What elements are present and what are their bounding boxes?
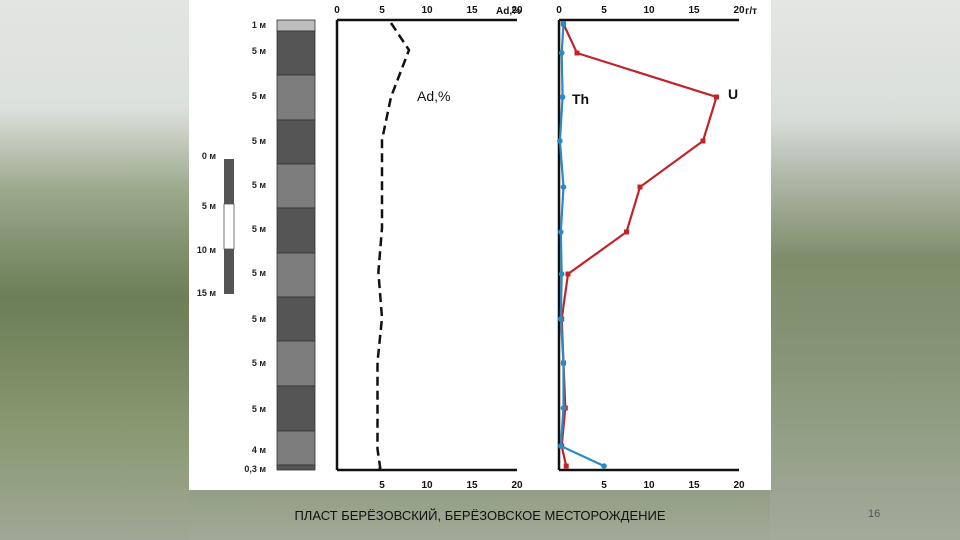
series-u-line (560, 23, 718, 467)
series-th-point (560, 360, 567, 366)
scale-label: 0 м (202, 151, 217, 161)
series-th-point (559, 94, 566, 100)
lithology-column (276, 19, 316, 471)
column-layer (276, 464, 316, 471)
series-th-point (560, 405, 567, 411)
series-u-point (574, 50, 580, 56)
series-th-point (557, 138, 563, 144)
scale-segment (224, 249, 234, 294)
series-u-point (714, 94, 719, 100)
top-tick-label: 5 (601, 5, 607, 16)
series-u-point (637, 184, 643, 190)
series-ash-line (376, 22, 411, 472)
layer-thickness-label: 5 м (252, 180, 267, 190)
series-th-point (601, 463, 607, 469)
series-th-point (558, 229, 564, 235)
column-layer (276, 385, 316, 432)
scale-segment (224, 159, 234, 204)
series-th-point (558, 316, 564, 322)
top-tick-label: 15 (688, 5, 700, 16)
bottom-tick-label: 20 (733, 480, 745, 490)
layer-thickness-label: 5 м (252, 404, 267, 414)
layer-thickness-label: 5 м (252, 91, 267, 101)
scale-label: 15 м (197, 288, 217, 298)
column-layer (276, 163, 316, 209)
layer-thickness-label: 4 м (252, 445, 267, 455)
column-layer (276, 296, 316, 342)
series-th-point (558, 50, 565, 56)
layer-thickness-label: 1 м (252, 20, 267, 30)
layer-thickness-label: 5 м (252, 136, 267, 146)
layer-labels: 1 м 5 м 5 м 5 м 5 м 5 м 5 м 5 м 5 м 5 м 4 м 0,3 м (244, 20, 266, 474)
column-layer (276, 252, 316, 298)
slide-caption: ПЛАСТ БЕРЁЗОВСКИЙ, БЕРЁЗОВСКОЕ МЕСТОРОЖД… (294, 508, 666, 523)
series-u-label: U (728, 86, 738, 102)
series-th-point (560, 21, 567, 27)
series-th-point (558, 443, 564, 449)
background-right (770, 0, 960, 540)
chart-ash-frame (335, 18, 517, 472)
column-layer (276, 119, 316, 165)
layer-thickness-label: 0,3 м (244, 464, 266, 474)
series-th-line (558, 23, 605, 467)
series-th-point (560, 184, 567, 190)
series-th-label: Th (572, 91, 589, 107)
chart-ut-frame (557, 18, 739, 472)
scale-segment (223, 203, 235, 250)
scale-label: 10 м (197, 245, 217, 255)
bottom-tick-label: 15 (688, 480, 700, 490)
chart-ash-series: Ad,% (376, 22, 450, 472)
background-left (0, 0, 190, 540)
column-layer (276, 30, 316, 76)
bottom-tick-label: 5 (601, 480, 607, 490)
bottom-tick-label: 5 (379, 480, 385, 490)
layer-thickness-label: 5 м (252, 46, 267, 56)
chart-ut-series: U Th (557, 21, 738, 469)
top-tick-label: 0 (334, 5, 340, 16)
scale-label: 5 м (202, 201, 217, 211)
top-tick-label: 15 (466, 5, 478, 16)
column-layer (276, 430, 316, 466)
top-tick-label: 10 (421, 5, 433, 16)
page-number: 16 (868, 508, 881, 520)
series-u-point (565, 271, 571, 277)
top-tick-label: 5 (379, 5, 385, 16)
bottom-tick-label: 10 (643, 480, 655, 490)
axis-unit-label: Ad,% (496, 6, 521, 17)
bottom-tick-label: 10 (421, 480, 433, 490)
top-tick-label: 0 (556, 5, 562, 16)
figure-svg: 1 м 5 м 5 м 5 м 5 м 5 м 5 м 5 м 5 м 5 м 4 м 0,3 м 0… (197, 5, 757, 491)
axis-unit-label: г/т (745, 6, 757, 17)
figure-panel: 1 м 5 м 5 м 5 м 5 м 5 м 5 м 5 м 5 м 5 м 4 м 0,3 м 0… (189, 0, 771, 491)
series-u-point (624, 229, 629, 235)
layer-thickness-label: 5 м (252, 224, 267, 234)
layer-thickness-label: 5 м (252, 268, 267, 278)
top-tick-label: 20 (511, 5, 523, 16)
top-tick-label: 10 (643, 5, 655, 16)
series-u-point (700, 138, 706, 144)
layer-thickness-label: 5 м (252, 358, 267, 368)
series-th-point (558, 271, 565, 277)
column-layer (276, 340, 316, 387)
series-u-point (563, 463, 569, 469)
column-layer (276, 19, 316, 32)
bottom-tick-label: 20 (511, 480, 523, 490)
column-layer (276, 74, 316, 121)
series-ash-label: Ad,% (417, 88, 450, 104)
column-layer (276, 207, 316, 254)
layer-thickness-label: 5 м (252, 314, 267, 324)
depth-scale: 0 м 5 м 10 м 15 м (197, 151, 235, 298)
bottom-tick-label: 15 (466, 480, 478, 490)
top-tick-label: 20 (733, 5, 745, 16)
